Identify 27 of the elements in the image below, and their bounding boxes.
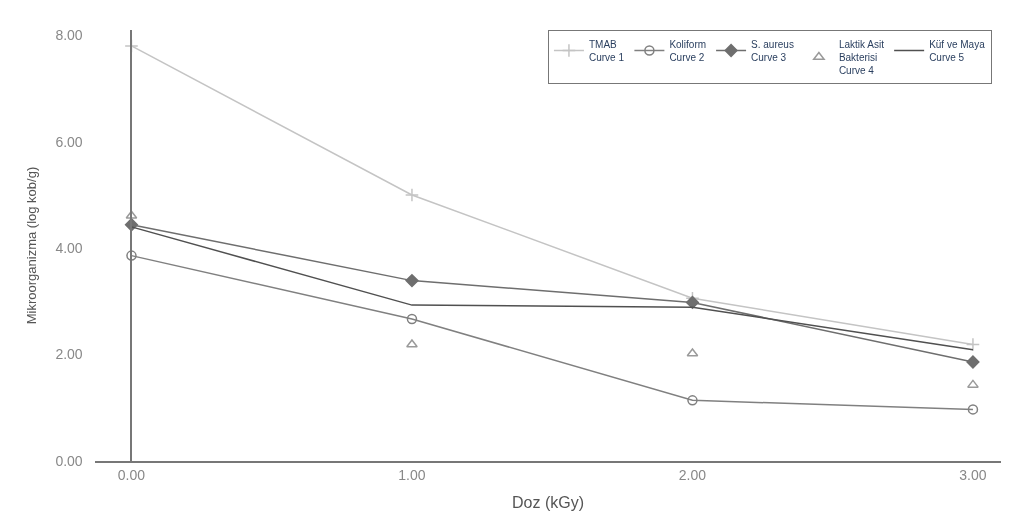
x-axis-title: Doz (kGy) <box>512 494 584 511</box>
point <box>404 187 420 202</box>
point <box>405 274 419 288</box>
point <box>967 379 979 388</box>
x-tick-label: 2.00 <box>678 466 707 483</box>
x-tick-label: 0.00 <box>117 466 146 483</box>
legend-label: TMAB Curve 1 <box>588 38 625 63</box>
x-tick-label: 3.00 <box>959 466 987 483</box>
point <box>965 337 980 352</box>
y-tick-label: 4.00 <box>55 240 83 257</box>
y-tick-label: 6.00 <box>55 133 83 150</box>
x-tick-label: 1.00 <box>398 466 426 483</box>
point <box>406 313 418 325</box>
y-tick-label: 8.00 <box>55 27 83 44</box>
y-tick-label: 0.00 <box>55 452 83 469</box>
y-axis-title: Mikroorganizma (log kob/g) <box>23 166 39 325</box>
point <box>685 295 700 310</box>
point <box>967 404 979 415</box>
point <box>687 395 698 406</box>
legend-label: Küf ve Maya Curve 5 <box>929 38 986 63</box>
y-tick-label: 2.00 <box>55 346 83 363</box>
point <box>126 250 137 261</box>
point <box>406 339 418 348</box>
point <box>966 355 980 369</box>
legend-label: Koliform Curve 2 <box>669 38 707 63</box>
legend-label: S. aureus Curve 3 <box>751 38 794 63</box>
legend-label: Laktik Asit Bakterisi Curve 4 <box>838 38 885 76</box>
